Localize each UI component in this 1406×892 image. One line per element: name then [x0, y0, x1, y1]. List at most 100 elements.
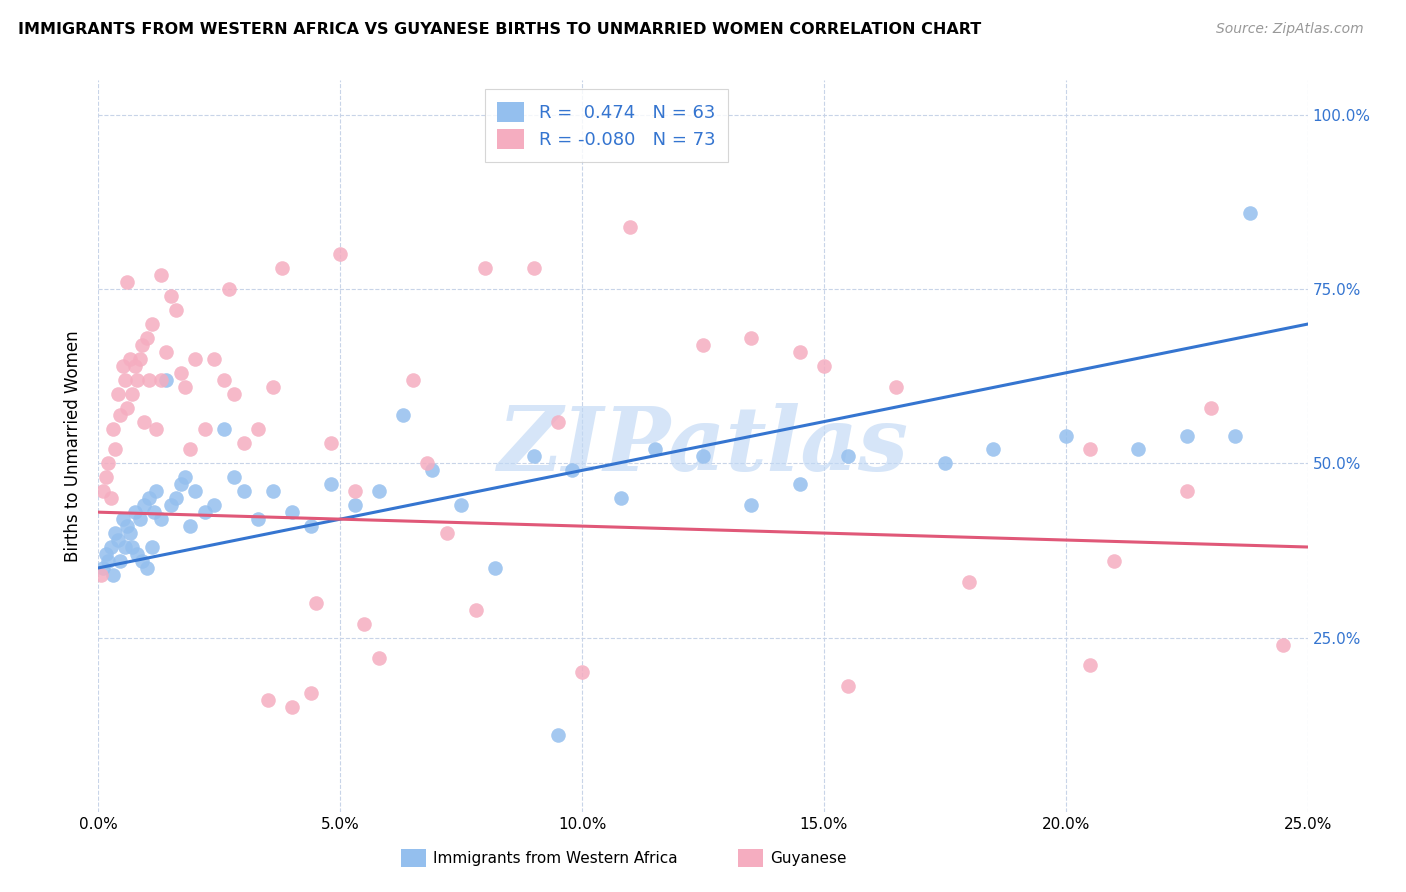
Point — [262, 380, 284, 394]
Point — [484, 561, 506, 575]
Point — [135, 331, 157, 345]
Point — [131, 554, 153, 568]
Point — [368, 484, 391, 499]
Point — [194, 421, 217, 435]
Point — [789, 345, 811, 359]
Text: Source: ZipAtlas.com: Source: ZipAtlas.com — [1216, 22, 1364, 37]
Point — [128, 512, 150, 526]
Point — [644, 442, 666, 457]
Y-axis label: Births to Unmarried Women: Births to Unmarried Women — [65, 330, 83, 562]
Point — [204, 351, 226, 366]
Point — [740, 331, 762, 345]
Point — [547, 728, 569, 742]
Point — [94, 547, 117, 561]
Point — [150, 373, 173, 387]
Point — [114, 373, 136, 387]
Point — [222, 386, 245, 401]
Point — [353, 616, 375, 631]
Point — [561, 463, 583, 477]
Point — [104, 442, 127, 457]
Point — [610, 491, 633, 506]
Point — [97, 554, 120, 568]
Point — [218, 282, 240, 296]
Point — [523, 261, 546, 276]
Point — [111, 512, 134, 526]
Point — [150, 512, 173, 526]
Point — [957, 574, 980, 589]
Point — [1272, 638, 1295, 652]
Point — [232, 484, 254, 499]
Point — [155, 345, 177, 359]
Point — [523, 450, 546, 464]
Point — [299, 519, 322, 533]
Point — [174, 380, 197, 394]
Point — [692, 450, 714, 464]
Point — [134, 498, 156, 512]
Point — [420, 463, 443, 477]
Point — [281, 700, 304, 714]
Point — [160, 289, 183, 303]
Point — [619, 219, 641, 234]
Point — [981, 442, 1004, 457]
Point — [100, 491, 122, 506]
Text: IMMIGRANTS FROM WESTERN AFRICA VS GUYANESE BIRTHS TO UNMARRIED WOMEN CORRELATION: IMMIGRANTS FROM WESTERN AFRICA VS GUYANE… — [18, 22, 981, 37]
Point — [436, 526, 458, 541]
Point — [91, 561, 114, 575]
Point — [184, 484, 207, 499]
Point — [121, 540, 143, 554]
Point — [138, 373, 160, 387]
Point — [222, 470, 245, 484]
Point — [117, 275, 139, 289]
Point — [138, 491, 160, 506]
Point — [343, 484, 366, 499]
Point — [256, 693, 278, 707]
Point — [118, 351, 141, 366]
Point — [740, 498, 762, 512]
Point — [131, 338, 153, 352]
Point — [547, 415, 569, 429]
Point — [184, 351, 207, 366]
Point — [464, 603, 486, 617]
Point — [319, 435, 342, 450]
Point — [692, 338, 714, 352]
Point — [107, 533, 129, 547]
Point — [813, 359, 835, 373]
Point — [150, 268, 173, 283]
Point — [107, 386, 129, 401]
Point — [90, 567, 112, 582]
Point — [271, 261, 294, 276]
Point — [101, 421, 124, 435]
Point — [1054, 428, 1077, 442]
Point — [474, 261, 496, 276]
Point — [169, 366, 191, 380]
Point — [262, 484, 284, 499]
Point — [194, 505, 217, 519]
Point — [100, 540, 122, 554]
Point — [837, 450, 859, 464]
Point — [117, 519, 139, 533]
Point — [134, 415, 156, 429]
Point — [127, 373, 149, 387]
Point — [160, 498, 183, 512]
Point — [117, 401, 139, 415]
Point — [1078, 658, 1101, 673]
Point — [368, 651, 391, 665]
Point — [145, 421, 167, 435]
Point — [121, 386, 143, 401]
Point — [343, 498, 366, 512]
Point — [281, 505, 304, 519]
Point — [402, 373, 425, 387]
Point — [1199, 401, 1222, 415]
Text: Guyanese: Guyanese — [770, 851, 846, 865]
Point — [837, 679, 859, 693]
Point — [91, 484, 114, 499]
Point — [450, 498, 472, 512]
Point — [145, 484, 167, 499]
Point — [392, 408, 415, 422]
Point — [174, 470, 197, 484]
Point — [1078, 442, 1101, 457]
Point — [1223, 428, 1246, 442]
Point — [108, 554, 131, 568]
Point — [165, 303, 187, 318]
Point — [111, 359, 134, 373]
